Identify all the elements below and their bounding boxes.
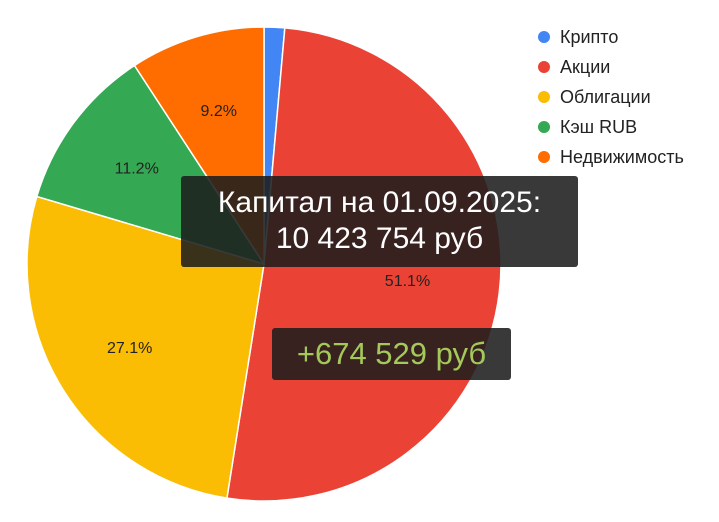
legend-swatch-stocks <box>538 61 550 73</box>
legend-label-bonds: Облигации <box>560 86 651 107</box>
slice-label-bonds: 27.1% <box>107 340 152 357</box>
capital-change-amount: +674 529 руб <box>296 336 487 371</box>
pie-slice-bonds[interactable] <box>26 195 265 499</box>
legend-label-realestate: Недвижимость <box>560 146 684 167</box>
legend-swatch-crypto <box>538 31 550 43</box>
legend-label-cash: Кэш RUB <box>560 116 638 137</box>
legend-item-cash[interactable]: Кэш RUB <box>538 112 684 142</box>
legend-item-crypto[interactable]: Крипто <box>538 22 684 52</box>
chart-legend: Крипто Акции Облигации Кэш RUB Недвижимо… <box>538 22 684 172</box>
legend-item-stocks[interactable]: Акции <box>538 52 684 82</box>
slice-label-cash: 11.2% <box>115 160 159 177</box>
legend-swatch-cash <box>538 121 550 133</box>
legend-label-stocks: Акции <box>560 56 611 77</box>
slice-label-stocks: 51.1% <box>385 273 430 290</box>
capital-summary-box: Капитал на 01.09.2025: 10 423 754 руб <box>181 176 578 267</box>
legend-label-crypto: Крипто <box>560 26 619 47</box>
capital-change-box: +674 529 руб <box>272 328 511 380</box>
legend-item-bonds[interactable]: Облигации <box>538 82 684 112</box>
slice-label-realestate: 9.2% <box>201 103 237 120</box>
legend-swatch-realestate <box>538 151 550 163</box>
capital-title: Капитал на 01.09.2025: <box>217 186 542 219</box>
capital-amount: 10 423 754 руб <box>275 222 484 255</box>
legend-swatch-bonds <box>538 91 550 103</box>
legend-item-realestate[interactable]: Недвижимость <box>538 142 684 172</box>
